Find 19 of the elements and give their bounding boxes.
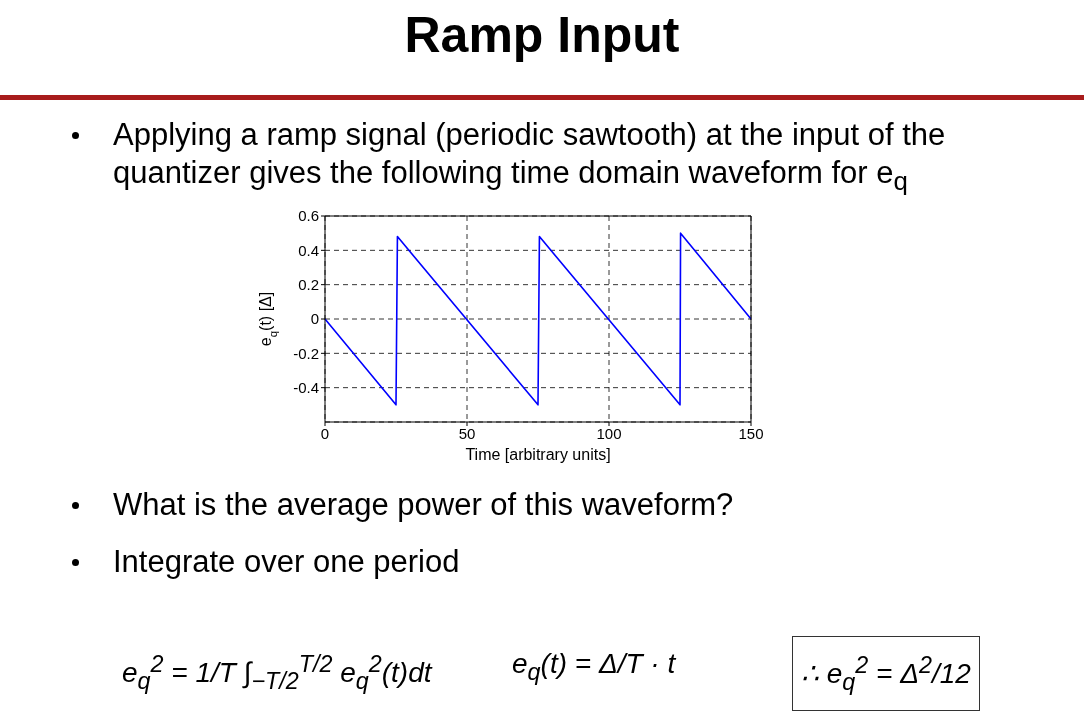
y-tick-label: 0.4 xyxy=(298,241,319,259)
text: What is the average power of this waveform? xyxy=(113,486,735,524)
chart-title: Ramp Input xyxy=(403,6,681,65)
text: e$_{q}$$^{2}$ = 1/T ∫$_{−T/2}$$^{T/2}$ e$_{q}$$^{2}$(t)dt xyxy=(122,651,432,694)
text: Integrate over one period xyxy=(113,543,461,581)
text: Applying a ramp signal (periodic sawtooth) at the input of the quantizer gives the following time domain waveform for e$_{q}$ xyxy=(113,116,947,198)
y-tick-label: -0.2 xyxy=(293,344,319,362)
x-tick-label: 50 xyxy=(458,424,476,442)
text: e$_{q}$(t) = Δ/T · t xyxy=(512,647,676,687)
text: ∴ e$_{q}$$^{2}$ = Δ$^{2}$/12 xyxy=(792,636,980,711)
y-tick-label: 0.2 xyxy=(298,275,319,293)
y-tick-label: -0.4 xyxy=(293,378,319,396)
x-tick-label: 150 xyxy=(738,424,764,442)
line-series xyxy=(325,232,751,406)
x-tick-label: 100 xyxy=(596,424,622,442)
y-tick-label: 0.6 xyxy=(298,207,319,225)
x-tick-label: 0 xyxy=(320,424,330,442)
y-tick-label: 0 xyxy=(310,310,319,328)
x-axis-title: Time [arbitrary units] xyxy=(465,446,611,463)
